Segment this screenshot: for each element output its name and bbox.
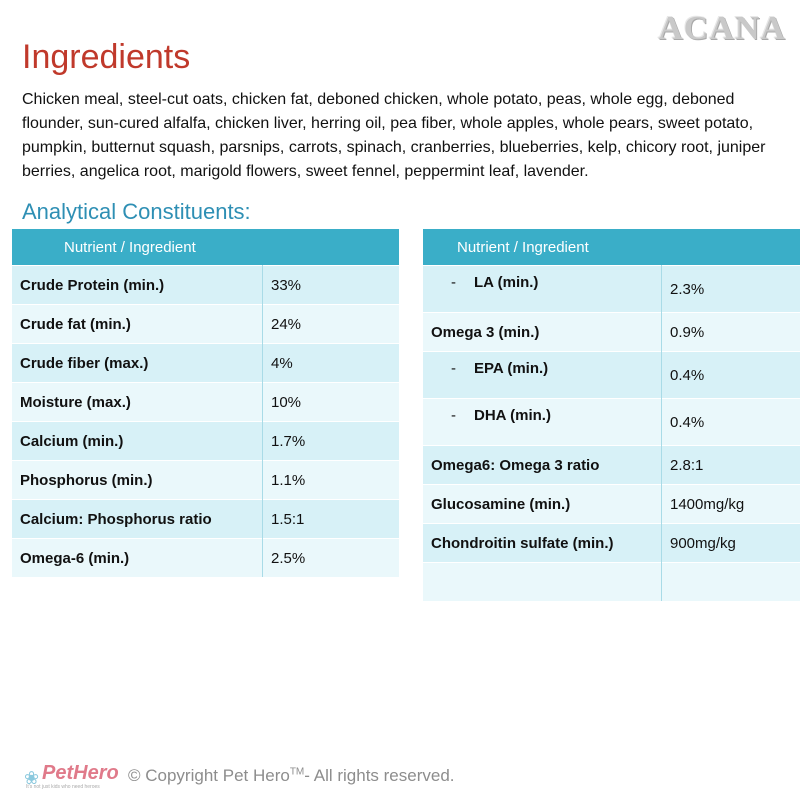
analytical-constituents-title: Analytical Constituents: bbox=[22, 199, 251, 224]
nutrient-value: 4% bbox=[262, 343, 399, 383]
sub-item-dash: - bbox=[451, 360, 456, 377]
trademark-mark: TM bbox=[289, 766, 305, 778]
nutrient-value: 1.5:1 bbox=[262, 499, 399, 539]
nutrient-value: 1.7% bbox=[262, 421, 399, 461]
nutrient-name-sub: - LA (min.) bbox=[423, 265, 662, 313]
nutrient-name: DHA (min.) bbox=[474, 407, 551, 424]
footer: ❀ PetHero It's not just kids who need he… bbox=[20, 760, 455, 792]
table-row: Chondroitin sulfate (min.) 900mg/kg bbox=[423, 523, 800, 563]
table-row: Crude fiber (max.) 4% bbox=[12, 343, 399, 383]
table-row: Crude fat (min.) 24% bbox=[12, 304, 399, 344]
nutrient-value: 0.9% bbox=[661, 312, 800, 352]
copyright-notice: © Copyright Pet HeroTM- All rights reser… bbox=[128, 766, 455, 786]
nutrient-table-left: Nutrient / Ingredient Crude Protein (min… bbox=[12, 229, 399, 577]
table-row: Calcium: Phosphorus ratio 1.5:1 bbox=[12, 499, 399, 539]
nutrient-name: Calcium (min.) bbox=[12, 421, 263, 461]
nutrient-value: 2.3% bbox=[661, 265, 800, 313]
table-row: Omega-6 (min.) 2.5% bbox=[12, 538, 399, 577]
nutrient-name: Omega6: Omega 3 ratio bbox=[423, 445, 662, 485]
table-row bbox=[423, 562, 800, 601]
paw-icon: ❀ bbox=[24, 768, 40, 788]
nutrient-table-right: Nutrient / Ingredient - LA (min.) 2.3% Om… bbox=[423, 229, 800, 601]
copyright-prefix: © Copyright Pet Hero bbox=[128, 766, 290, 785]
table-row: Omega6: Omega 3 ratio 2.8:1 bbox=[423, 445, 800, 485]
nutrient-name: Crude fiber (max.) bbox=[12, 343, 263, 383]
copyright-suffix: - All rights reserved. bbox=[304, 766, 455, 785]
nutrient-name: Phosphorus (min.) bbox=[12, 460, 263, 500]
nutrient-name: Omega 3 (min.) bbox=[423, 312, 662, 352]
table-header: Nutrient / Ingredient bbox=[12, 229, 399, 266]
nutrient-value: 33% bbox=[262, 265, 399, 305]
acana-logo: ACANA bbox=[658, 10, 786, 47]
nutrient-value: 0.4% bbox=[661, 351, 800, 399]
nutrient-name bbox=[423, 562, 662, 601]
pet-hero-tagline: It's not just kids who need heroes bbox=[26, 784, 100, 790]
nutrient-name-sub: - DHA (min.) bbox=[423, 398, 662, 446]
table-row: Omega 3 (min.) 0.9% bbox=[423, 312, 800, 352]
nutrient-value: 10% bbox=[262, 382, 399, 422]
nutrient-value: 0.4% bbox=[661, 398, 800, 446]
nutrient-value: 24% bbox=[262, 304, 399, 344]
table-row: Calcium (min.) 1.7% bbox=[12, 421, 399, 461]
table-header: Nutrient / Ingredient bbox=[423, 229, 800, 266]
nutrient-name: Crude Protein (min.) bbox=[12, 265, 263, 305]
table-header-row: Nutrient / Ingredient bbox=[423, 229, 800, 266]
nutrient-value: 2.5% bbox=[262, 538, 399, 577]
table-row: Moisture (max.) 10% bbox=[12, 382, 399, 422]
nutrient-name: Moisture (max.) bbox=[12, 382, 263, 422]
pet-hero-logo-text: PetHero bbox=[42, 762, 119, 784]
table-header-row: Nutrient / Ingredient bbox=[12, 229, 399, 266]
table-row: Phosphorus (min.) 1.1% bbox=[12, 460, 399, 500]
pet-hero-logo: ❀ PetHero It's not just kids who need he… bbox=[20, 760, 124, 792]
table-row: - EPA (min.) 0.4% bbox=[423, 351, 800, 399]
nutrient-name: Glucosamine (min.) bbox=[423, 484, 662, 524]
table-row: Crude Protein (min.) 33% bbox=[12, 265, 399, 305]
nutrient-value: 2.8:1 bbox=[661, 445, 800, 485]
nutrient-name: EPA (min.) bbox=[474, 360, 549, 377]
nutrient-value: 1.1% bbox=[262, 460, 399, 500]
nutrient-name: Chondroitin sulfate (min.) bbox=[423, 523, 662, 563]
nutrient-name: Omega-6 (min.) bbox=[12, 538, 263, 577]
nutrient-value bbox=[661, 562, 800, 601]
table-row: - DHA (min.) 0.4% bbox=[423, 398, 800, 446]
sub-item-dash: - bbox=[451, 407, 456, 424]
ingredients-title: Ingredients bbox=[22, 38, 191, 76]
nutrient-name: Calcium: Phosphorus ratio bbox=[12, 499, 263, 539]
nutrient-name: Crude fat (min.) bbox=[12, 304, 263, 344]
sub-item-dash: - bbox=[451, 274, 456, 291]
table-row: Glucosamine (min.) 1400mg/kg bbox=[423, 484, 800, 524]
nutrient-name: LA (min.) bbox=[474, 274, 539, 291]
nutrient-name-sub: - EPA (min.) bbox=[423, 351, 662, 399]
nutrient-value: 900mg/kg bbox=[661, 523, 800, 563]
nutrient-value: 1400mg/kg bbox=[661, 484, 800, 524]
table-row: - LA (min.) 2.3% bbox=[423, 265, 800, 313]
ingredients-list: Chicken meal, steel-cut oats, chicken fa… bbox=[22, 91, 766, 180]
